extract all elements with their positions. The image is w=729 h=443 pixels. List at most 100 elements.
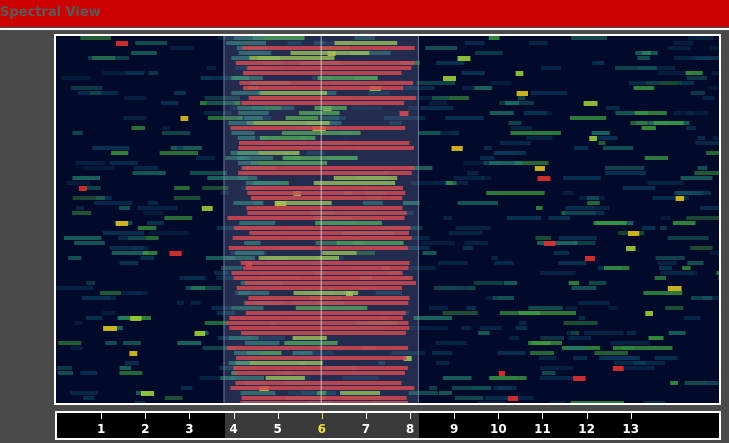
spectral-band [231,56,250,60]
spectral-band [457,56,471,61]
spectral-band [58,341,82,345]
ruler-tick-label: 5 [273,422,282,436]
spectral-band [354,36,375,40]
spectrogram-canvas[interactable] [56,36,719,403]
spectral-band [102,71,126,75]
spectral-band [320,91,337,95]
spectral-band [123,116,147,120]
spectral-band [184,276,207,280]
spectral-band [443,76,456,81]
spectral-band [499,141,531,145]
spectral-band [478,401,506,403]
spectral-band [235,381,402,385]
spectral-band [495,151,527,155]
spectral-band [550,401,567,403]
spectral-band [243,71,402,75]
spectral-band [219,366,239,370]
spectral-band [241,101,405,105]
spectral-band [70,391,98,395]
spectral-band [573,356,587,360]
ruler-tick-label: 7 [361,422,371,436]
spectral-band [528,306,563,310]
spectral-band [195,156,215,160]
spectral-band [485,296,498,300]
spectral-band [239,81,414,85]
spectral-band [219,376,234,380]
spectral-band [238,51,272,55]
spectral-band [637,56,650,60]
spectral-band [667,286,682,291]
spectral-band [483,146,492,150]
spectral-band [249,231,409,235]
spectral-band [411,96,450,100]
spectral-band [548,216,571,220]
spectral-band [605,166,645,170]
spectral-band [628,231,640,236]
spectral-band [442,311,478,315]
spectral-band [684,316,701,320]
spectral-band [686,76,707,80]
spectral-band [245,341,280,345]
spectral-band [230,151,259,155]
spectral-band [491,256,498,260]
ruler-tick [233,413,235,419]
spectral-band [237,151,300,155]
spectral-band [322,251,357,255]
ruler-tick [586,413,588,419]
spectral-band [378,361,385,365]
spectral-band [248,96,416,100]
spectral-band [240,401,408,403]
ruler-tick [498,413,500,419]
time-ruler[interactable]: 1 2 3 4 5 6 7 8 9 10 11 12 13 [55,411,721,440]
spectral-band [508,121,522,125]
spectral-band [571,286,597,290]
spectral-band [109,161,138,165]
spectral-band [442,376,472,380]
spectral-band [535,236,551,240]
spectral-band [410,181,436,185]
spectral-band [136,206,178,210]
spectral-band [79,186,87,191]
spectral-band [536,206,543,210]
spectral-band [227,216,405,220]
spectral-band [207,176,248,180]
spectral-band [306,151,325,155]
spectral-band [226,41,266,45]
spectral-band [718,276,719,280]
spectral-band [88,56,130,60]
spectral-band [231,371,238,375]
spectral-band [189,171,227,175]
spectral-band [707,86,718,90]
spectral-band [695,141,719,145]
spectral-band [72,196,105,200]
spectral-band [409,266,436,270]
spectral-band [644,156,668,160]
ruler-selection[interactable] [224,413,419,438]
spectral-band [234,371,405,375]
spectral-band [159,151,198,155]
spectral-band [675,196,685,201]
spectral-band [228,121,254,125]
spectral-band [111,251,149,255]
spectral-band [565,306,577,310]
spectral-band [240,261,410,265]
spectral-band [185,286,222,290]
spectral-band [201,206,213,211]
spectral-band [265,106,295,110]
ruler-tick-label: 1 [96,422,106,436]
spectrogram-view[interactable] [54,34,721,405]
spectral-band [562,191,574,195]
spectral-band [451,386,492,390]
spectral-band [615,111,648,115]
spectral-band [457,286,467,290]
spectral-band [702,96,715,100]
spectral-band [250,196,403,200]
spectral-band [131,126,146,130]
spectral-band [243,266,409,270]
spectral-band [162,126,170,130]
spectral-band [102,311,116,315]
spectral-band [238,291,270,295]
spectral-band [418,131,441,135]
spectral-band [233,201,264,205]
ruler-tick-label: 2 [141,422,150,436]
